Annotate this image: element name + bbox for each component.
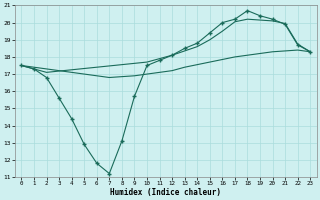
X-axis label: Humidex (Indice chaleur): Humidex (Indice chaleur)	[110, 188, 221, 197]
